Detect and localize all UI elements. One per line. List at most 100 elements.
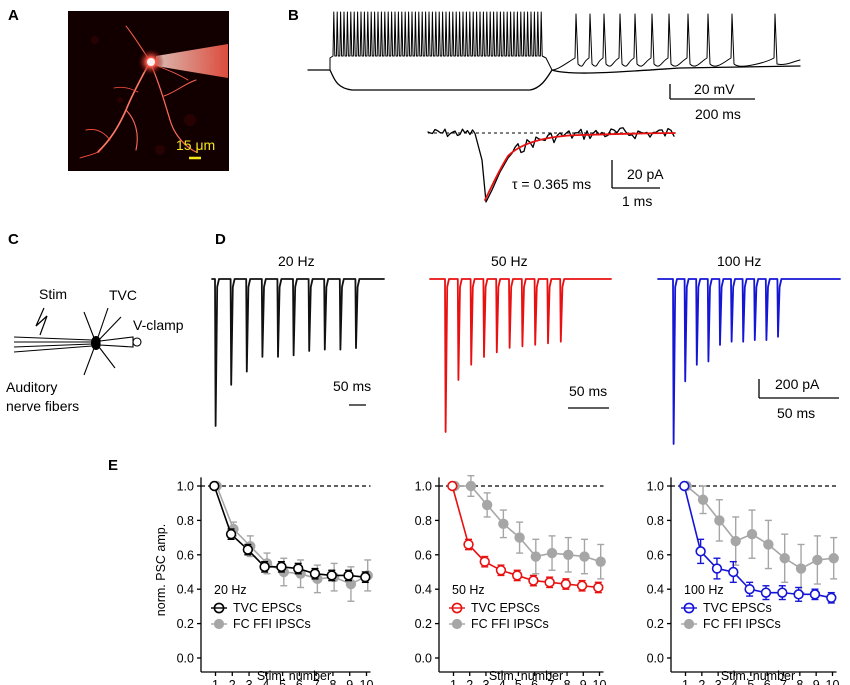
train-title-50hz: 50 Hz [491, 253, 528, 269]
data-point [728, 566, 739, 578]
legend-label-epsc: TVC EPSCs [471, 601, 540, 615]
micrograph: 15 μm [68, 11, 229, 171]
data-point [760, 587, 772, 598]
panel-label-b: B [288, 7, 299, 24]
scale-label-20mv: 20 mV [694, 81, 735, 97]
y-tick-label: 0.6 [415, 548, 432, 562]
stim-label: Stim [39, 286, 67, 302]
train-title-20hz: 20 Hz [278, 253, 315, 269]
data-point [560, 578, 572, 590]
data-point [697, 494, 709, 505]
data-point [730, 535, 741, 547]
recording-pipette-icon [99, 336, 142, 348]
data-point [292, 563, 304, 574]
x-tick-label: 9 [580, 678, 587, 685]
data-point [711, 563, 723, 574]
scale-label-50hz-50ms: 50 ms [569, 383, 607, 399]
x-tick-label: 9 [346, 678, 353, 685]
scale-label-20pa: 20 pA [627, 166, 664, 182]
data-point [812, 554, 823, 566]
train-trace-100hz [657, 278, 841, 445]
data-point [595, 556, 606, 567]
scale-label-20hz-50ms: 50 ms [333, 378, 371, 394]
x-tick-label: 1 [212, 678, 219, 685]
y-tick-label: 0.6 [177, 548, 194, 562]
series-line [683, 485, 832, 599]
plot-axes: 0.0 0.2 0.4 0.6 0.8 1.0 1 2 3 4 5 6 7 8 9 10 [647, 477, 839, 685]
plot-axes: 0.0 0.2 0.4 0.6 0.8 1.0 1 2 3 4 5 6 7 8 9 10 [177, 477, 374, 685]
x-tick-label: 8 [329, 678, 336, 685]
data-point [793, 589, 804, 600]
train-trace-50hz [429, 278, 612, 433]
x-tick-label: 5 [515, 678, 522, 685]
series-line [451, 485, 599, 589]
data-point [744, 583, 755, 595]
pipette-shape [156, 44, 228, 78]
data-point [809, 589, 821, 600]
data-point [309, 568, 321, 579]
data-point [511, 570, 523, 581]
data-point [679, 480, 690, 492]
data-point [528, 575, 539, 586]
data-point [495, 565, 507, 576]
data-point [463, 539, 474, 550]
y-tick-label: 0.8 [647, 514, 664, 528]
data-point [828, 553, 839, 564]
data-point [714, 515, 725, 526]
data-point [447, 480, 458, 492]
scale-label-1ms: 1 ms [622, 193, 652, 209]
x-tick-label: 6 [296, 678, 303, 685]
data-point [360, 571, 371, 583]
y-tick-label: 0.6 [647, 548, 664, 562]
data-point [695, 546, 706, 557]
train-title-100hz: 100 Hz [717, 253, 761, 269]
y-tick-label: 0.2 [647, 617, 664, 631]
data-point [546, 547, 558, 559]
x-tick-label: 8 [564, 678, 571, 685]
data-point [465, 480, 477, 492]
x-tick-label: 2 [698, 678, 705, 685]
x-tick-label: 10 [360, 678, 374, 685]
x-tick-label: 3 [482, 678, 489, 685]
mini-fit-curve [484, 132, 676, 201]
data-point [779, 553, 790, 564]
data-point [326, 570, 337, 581]
x-tick-label: 10 [593, 678, 607, 685]
x-tick-label: 6 [764, 678, 771, 685]
y-tick-label: 1.0 [647, 480, 664, 494]
vclamp-label: V-clamp [133, 317, 184, 333]
data-point [530, 551, 542, 562]
plot-100hz: 0.0 0.2 0.4 0.6 0.8 1.0 1 2 3 4 5 6 7 8 9 10 Stim. numb… [647, 477, 839, 685]
y-tick-label: 0.8 [177, 514, 194, 528]
legend-title: 100 Hz [684, 583, 724, 597]
data-point [276, 561, 287, 573]
x-tick-label: 7 [780, 678, 787, 685]
y-tick-label: 1.0 [415, 480, 432, 494]
x-tick-label: 4 [499, 678, 506, 685]
y-tick-label: 0.4 [177, 583, 194, 597]
panel-label-e: E [108, 457, 118, 474]
mini-psc-trace [427, 127, 675, 203]
data-point [481, 499, 493, 511]
legend-title: 50 Hz [452, 583, 485, 597]
data-point [795, 563, 807, 574]
data-point [544, 577, 555, 588]
y-tick-label: 1.0 [177, 480, 194, 494]
train-trace-20hz [211, 278, 385, 427]
plot-marks [447, 474, 606, 594]
data-point [576, 580, 588, 591]
plot-marks [679, 480, 839, 604]
data-point [209, 480, 220, 492]
series-line [454, 485, 601, 563]
mini-psc: τ = 0.365 ms 20 pA 1 ms [427, 127, 676, 209]
y-tick-label: 0.0 [415, 652, 432, 666]
x-tick-label: 6 [531, 678, 538, 685]
y-tick-label: 0.4 [415, 583, 432, 597]
hyperpolarization-trace [307, 65, 801, 91]
data-point [763, 539, 774, 550]
data-point [777, 587, 788, 598]
x-tick-label: 3 [246, 678, 253, 685]
legend-label-ipsc: FC FFI IPSCs [471, 617, 549, 631]
x-tick-label: 4 [731, 678, 738, 685]
tau-label: τ = 0.365 ms [512, 176, 591, 192]
